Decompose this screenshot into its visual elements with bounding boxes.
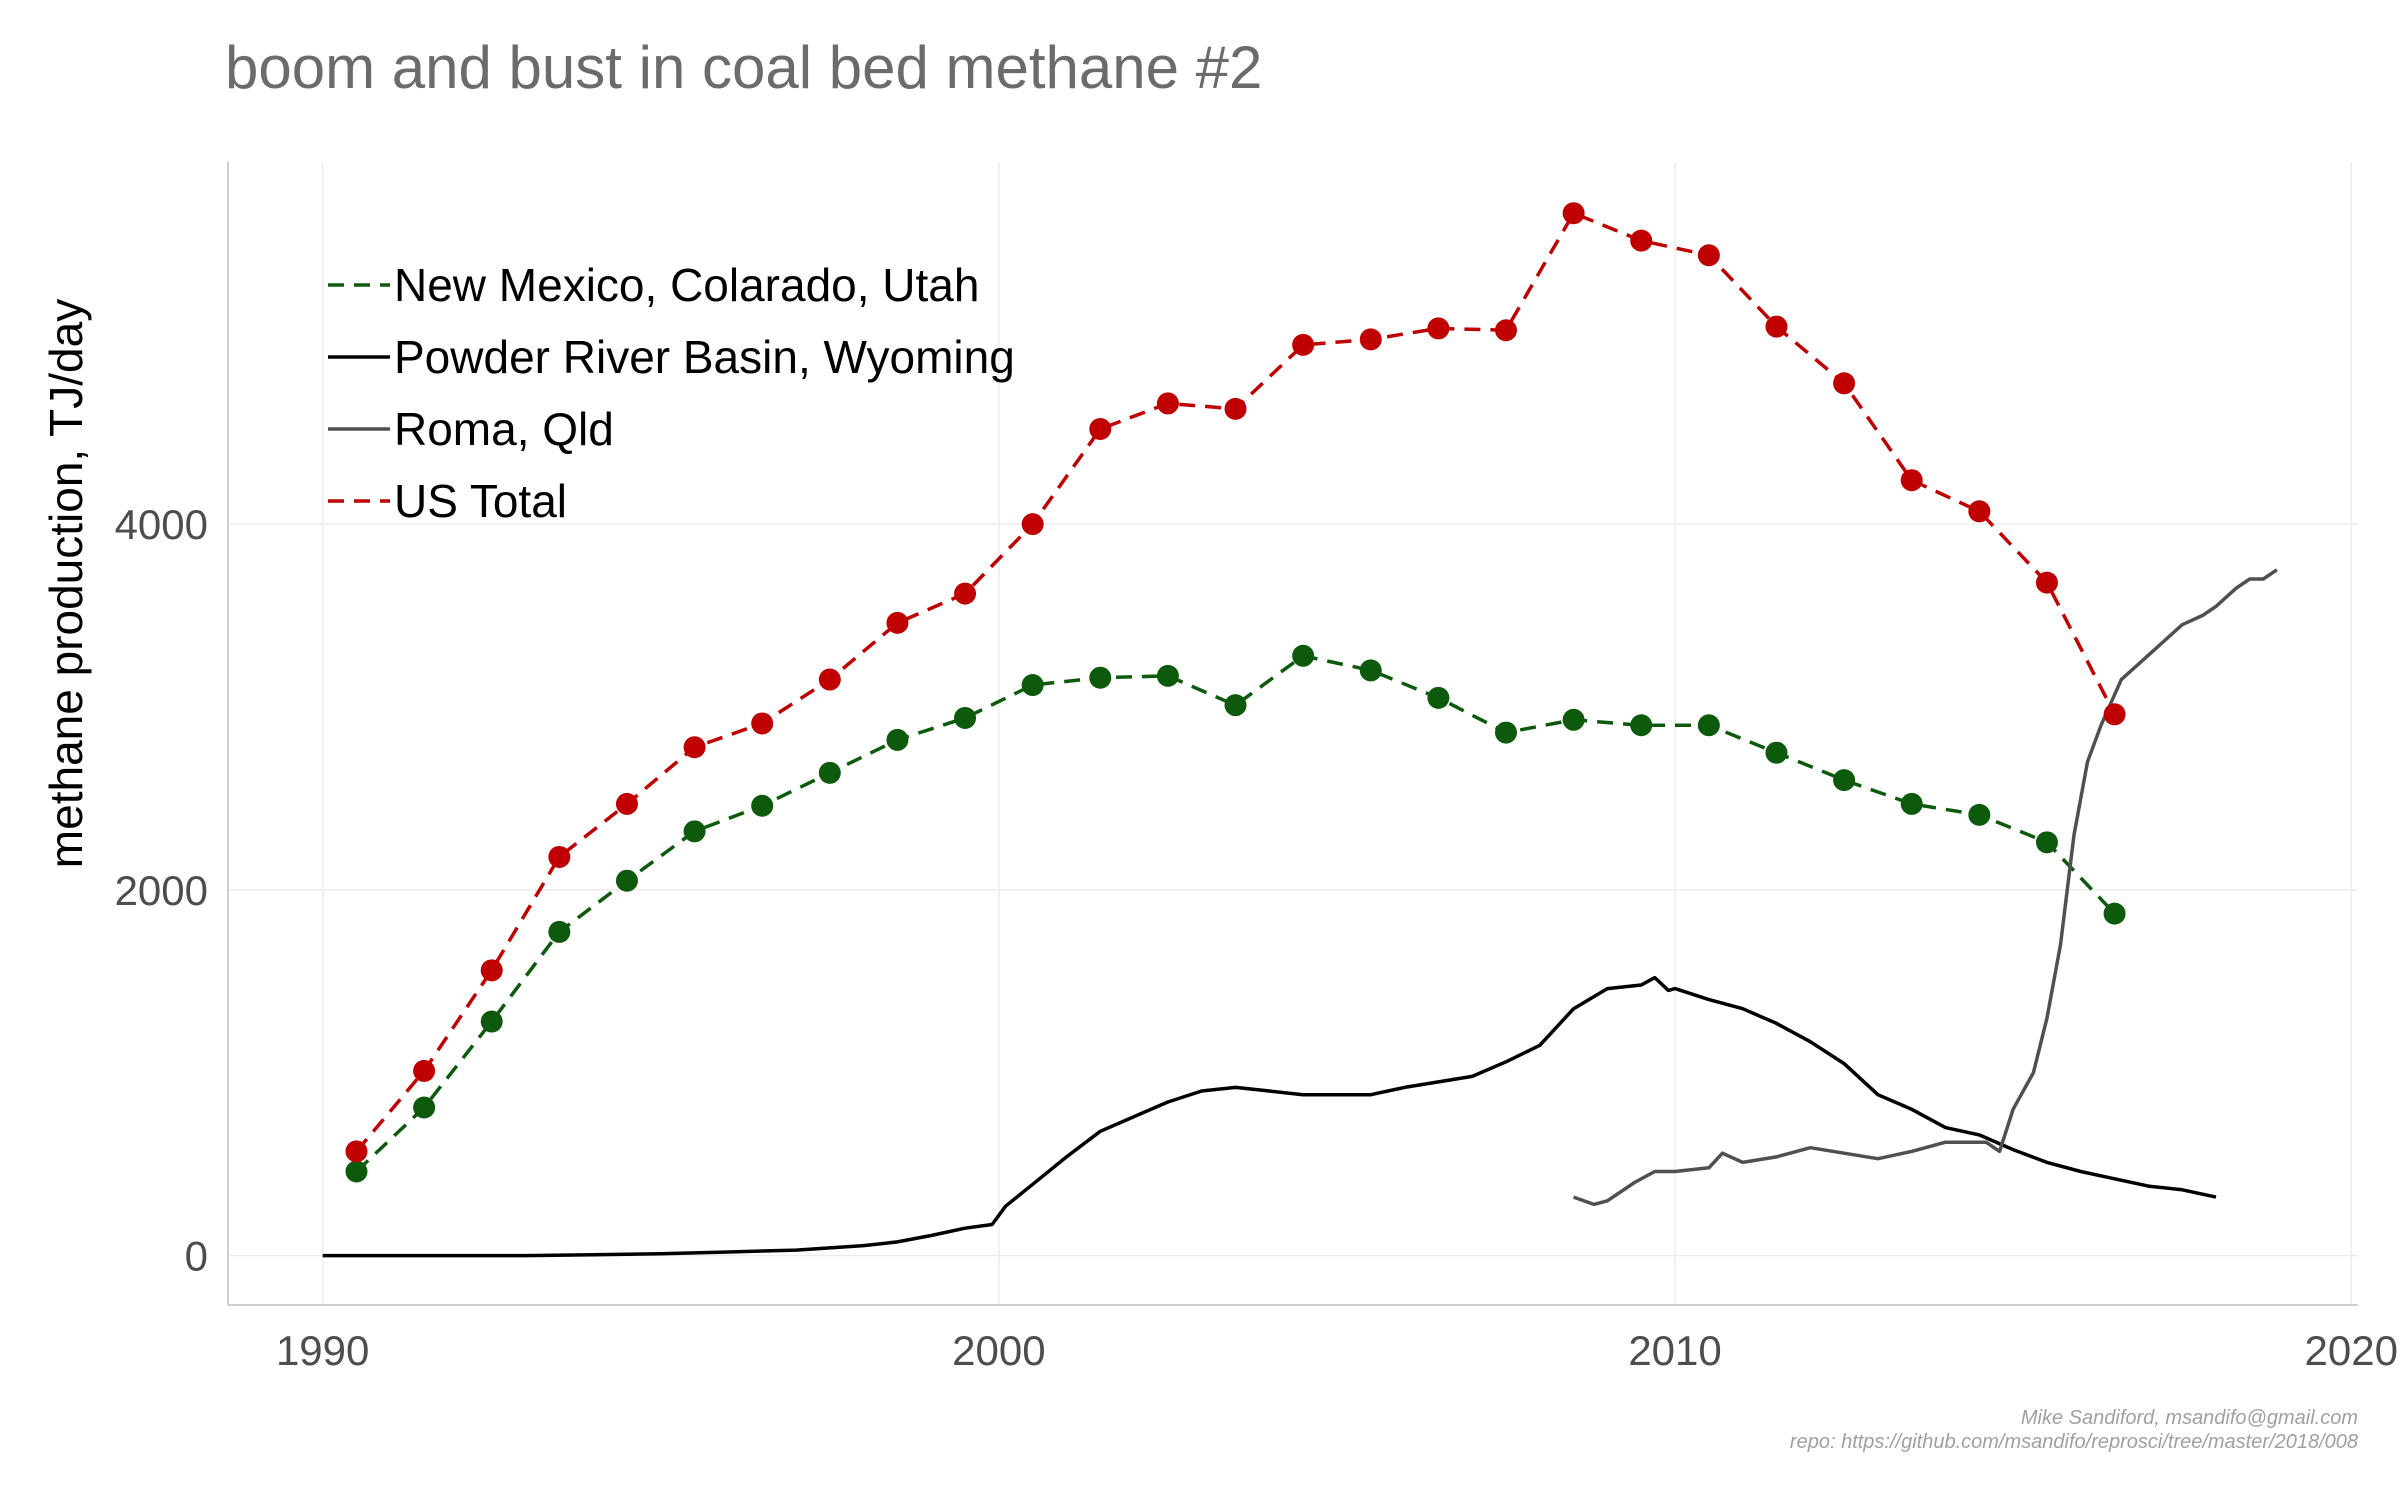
data-point [1089, 666, 1112, 689]
series-line [322, 975, 2217, 1258]
data-point [548, 920, 571, 943]
x-tick-label: 1990 [276, 1327, 369, 1374]
legend-label: US Total [394, 475, 567, 527]
data-point [1089, 418, 1112, 441]
chart-title: boom and bust in coal bed methane #2 [225, 34, 1262, 101]
caption-repo: repo: https://github.com/msandifo/repros… [1790, 1431, 2358, 1453]
data-point [345, 1160, 368, 1183]
data-point [818, 761, 841, 784]
x-tick-label: 2000 [952, 1327, 1045, 1374]
data-point [2035, 831, 2058, 854]
data-point [1630, 229, 1653, 252]
data-point [2035, 571, 2058, 594]
data-point [1562, 202, 1585, 225]
series-line [355, 654, 2116, 1173]
data-point [886, 728, 909, 751]
data-point [1292, 333, 1315, 356]
data-point [1359, 659, 1382, 682]
legend-label: Powder River Basin, Wyoming [394, 331, 1015, 383]
data-point [1968, 500, 1991, 523]
data-point [1495, 721, 1517, 744]
data-point [480, 959, 503, 982]
data-point [2103, 703, 2126, 726]
data-point [1833, 372, 1856, 395]
y-tick-label: 4000 [115, 501, 208, 548]
data-point [413, 1059, 436, 1082]
data-point [1900, 469, 1923, 492]
data-point [1224, 397, 1247, 420]
legend: New Mexico, Colarado, Utah Powder River B… [328, 259, 1015, 527]
data-point [954, 582, 977, 605]
data-point [615, 869, 638, 892]
data-point [1900, 792, 1923, 815]
data-point [615, 792, 638, 815]
data-point [1765, 315, 1788, 338]
axes: 1990 2000 2010 2020 0 2000 4000 [115, 162, 2398, 1374]
plot-area [322, 202, 2278, 1258]
data-point [683, 736, 706, 759]
data-point [548, 845, 571, 868]
data-point [2103, 902, 2126, 925]
data-point [751, 794, 774, 817]
data-point [886, 611, 909, 634]
series-1 [322, 975, 2217, 1258]
data-point [751, 712, 774, 735]
series-3 [345, 202, 2126, 1163]
y-tick-label: 2000 [115, 867, 208, 914]
legend-label: Roma, Qld [394, 403, 614, 455]
data-point [1427, 686, 1450, 709]
x-tick-label: 2010 [1628, 1327, 1721, 1374]
data-point [1156, 392, 1179, 415]
series-line [1573, 568, 2278, 1207]
data-point [1562, 708, 1585, 731]
series-0 [345, 644, 2126, 1183]
data-point [954, 706, 977, 729]
series-2 [1573, 568, 2278, 1207]
data-point [1968, 803, 1991, 826]
data-point [818, 668, 841, 691]
caption-author: Mike Sandiford, msandifo@gmail.com [2021, 1407, 2358, 1429]
y-tick-label: 0 [185, 1233, 208, 1280]
data-point [1359, 328, 1382, 351]
data-point [1021, 513, 1044, 536]
data-point [413, 1096, 436, 1119]
data-point [1156, 664, 1179, 687]
data-point [345, 1140, 368, 1163]
data-point [1021, 674, 1044, 697]
data-point [1697, 244, 1720, 267]
data-point [1495, 319, 1517, 342]
data-point [1833, 769, 1856, 792]
data-point [1630, 714, 1653, 737]
data-point [683, 820, 706, 843]
data-point [1765, 741, 1788, 764]
data-point [1292, 644, 1315, 667]
data-point [1224, 694, 1247, 717]
x-tick-label: 2020 [2305, 1327, 2398, 1374]
legend-label: New Mexico, Colarado, Utah [394, 259, 979, 311]
data-point [1427, 317, 1450, 340]
y-axis-label: methane production, TJ/day [40, 299, 92, 868]
data-point [480, 1010, 503, 1033]
data-point [1697, 714, 1720, 737]
